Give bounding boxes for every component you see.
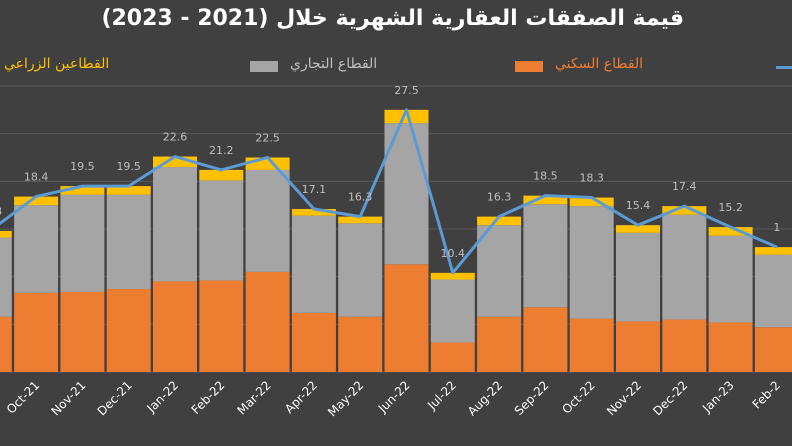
x-tick-label: Oct-21 xyxy=(4,378,42,416)
bar-residential xyxy=(662,319,707,372)
x-tick-label: Apr-22 xyxy=(282,378,320,416)
x-tick-label: Mar-22 xyxy=(234,378,273,417)
data-label: 16.3 xyxy=(487,191,512,204)
bar-residential xyxy=(430,342,475,372)
bar-commercial xyxy=(569,206,614,319)
data-label: 19.5 xyxy=(70,160,95,173)
legend-swatch-total-line xyxy=(776,66,792,69)
data-label: 21.2 xyxy=(209,144,234,157)
bar-commercial xyxy=(14,205,59,293)
bar-residential xyxy=(616,321,660,372)
data-label: 14.8 xyxy=(0,205,2,218)
bar-residential xyxy=(60,291,105,372)
bar-commercial xyxy=(106,194,151,290)
bar-residential xyxy=(14,292,59,372)
bar-agricultural xyxy=(616,225,660,233)
x-tick-label: Jan-22 xyxy=(144,378,182,416)
bar-commercial xyxy=(199,180,244,281)
x-tick-label: May-22 xyxy=(325,378,366,419)
data-label: 22.6 xyxy=(163,131,188,144)
x-tick-label: Jun-22 xyxy=(375,378,413,416)
bar-agricultural xyxy=(291,208,336,216)
bar-agricultural xyxy=(338,216,383,224)
x-tick-label: Jul-22 xyxy=(424,378,459,413)
data-label: 1 xyxy=(773,221,780,234)
bar-commercial xyxy=(430,279,475,343)
bar-residential xyxy=(708,322,753,372)
bar-agricultural xyxy=(569,197,614,207)
bar-agricultural xyxy=(708,227,753,236)
bar-residential xyxy=(106,289,151,372)
bar-residential xyxy=(523,307,568,372)
data-label: 18.4 xyxy=(24,171,49,184)
data-label: 10.4 xyxy=(441,247,466,260)
bar-commercial xyxy=(153,167,197,282)
legend-label-agricultural: القطاعين الزراعي xyxy=(4,56,110,72)
chart-title: قيمة الصفقات العقارية الشهرية خلال (2021… xyxy=(101,6,684,31)
bar-agricultural xyxy=(0,230,12,238)
bar-commercial xyxy=(245,169,290,272)
bar-agricultural xyxy=(430,272,475,280)
bar-agricultural xyxy=(60,186,105,195)
bar-residential xyxy=(477,316,522,372)
x-tick-label: Aug-22 xyxy=(465,378,505,418)
x-tick-label: Dec-22 xyxy=(650,378,690,418)
legend-label-residential: القطاع السكني xyxy=(555,56,644,72)
x-tick-label: Sep-22 xyxy=(512,378,552,418)
bar-agricultural xyxy=(754,247,792,255)
bar-commercial xyxy=(708,235,753,323)
x-tick-label: Nov-22 xyxy=(604,378,644,418)
legend-swatch-residential xyxy=(515,61,543,72)
bar-commercial xyxy=(754,254,792,328)
legend-swatch-commercial xyxy=(250,61,278,72)
data-label: 15.4 xyxy=(626,199,651,212)
data-label: 18.3 xyxy=(579,172,604,185)
x-tick-label: Feb-2 xyxy=(750,378,783,411)
data-label: 18.5 xyxy=(533,170,558,183)
bar-agricultural xyxy=(14,196,59,206)
bar-residential xyxy=(0,316,12,372)
bar-commercial xyxy=(291,215,336,313)
data-label: 27.5 xyxy=(394,84,419,97)
bar-commercial xyxy=(0,237,12,317)
x-tick-label: Oct-22 xyxy=(559,378,597,416)
bar-agricultural xyxy=(153,156,197,168)
bar-residential xyxy=(754,327,792,372)
bar-residential xyxy=(245,271,290,372)
bar-commercial xyxy=(338,223,383,317)
x-tick-label: Dec-21 xyxy=(95,378,135,418)
bar-commercial xyxy=(616,232,660,322)
data-label: 22.5 xyxy=(255,132,280,145)
bar-commercial xyxy=(477,225,522,317)
data-label: 16.3 xyxy=(348,191,373,204)
bar-residential xyxy=(338,316,383,372)
x-tick-label: Jan-23 xyxy=(699,378,737,416)
x-tick-label: Nov-21 xyxy=(48,378,88,418)
bar-agricultural xyxy=(477,216,522,226)
data-label: 15.2 xyxy=(718,201,743,214)
series-line-total xyxy=(0,108,778,275)
data-label: 19.5 xyxy=(116,160,141,173)
bar-agricultural xyxy=(106,186,151,195)
bar-commercial xyxy=(523,204,568,308)
bar-residential xyxy=(384,264,429,372)
bar-commercial xyxy=(60,194,105,292)
bar-agricultural xyxy=(384,109,429,124)
x-tick-label: Feb-22 xyxy=(189,378,228,417)
bar-agricultural xyxy=(199,169,244,181)
data-label: 17.4 xyxy=(672,180,697,193)
bar-residential xyxy=(153,281,197,372)
bar-residential xyxy=(291,312,336,372)
bar-agricultural xyxy=(523,195,568,205)
bar-commercial xyxy=(662,214,707,320)
bar-agricultural xyxy=(662,206,707,215)
legend-label-commercial: القطاع التجاري xyxy=(290,56,378,72)
bar-residential xyxy=(569,318,614,372)
bar-residential xyxy=(199,280,244,372)
data-label: 17.1 xyxy=(302,183,327,196)
